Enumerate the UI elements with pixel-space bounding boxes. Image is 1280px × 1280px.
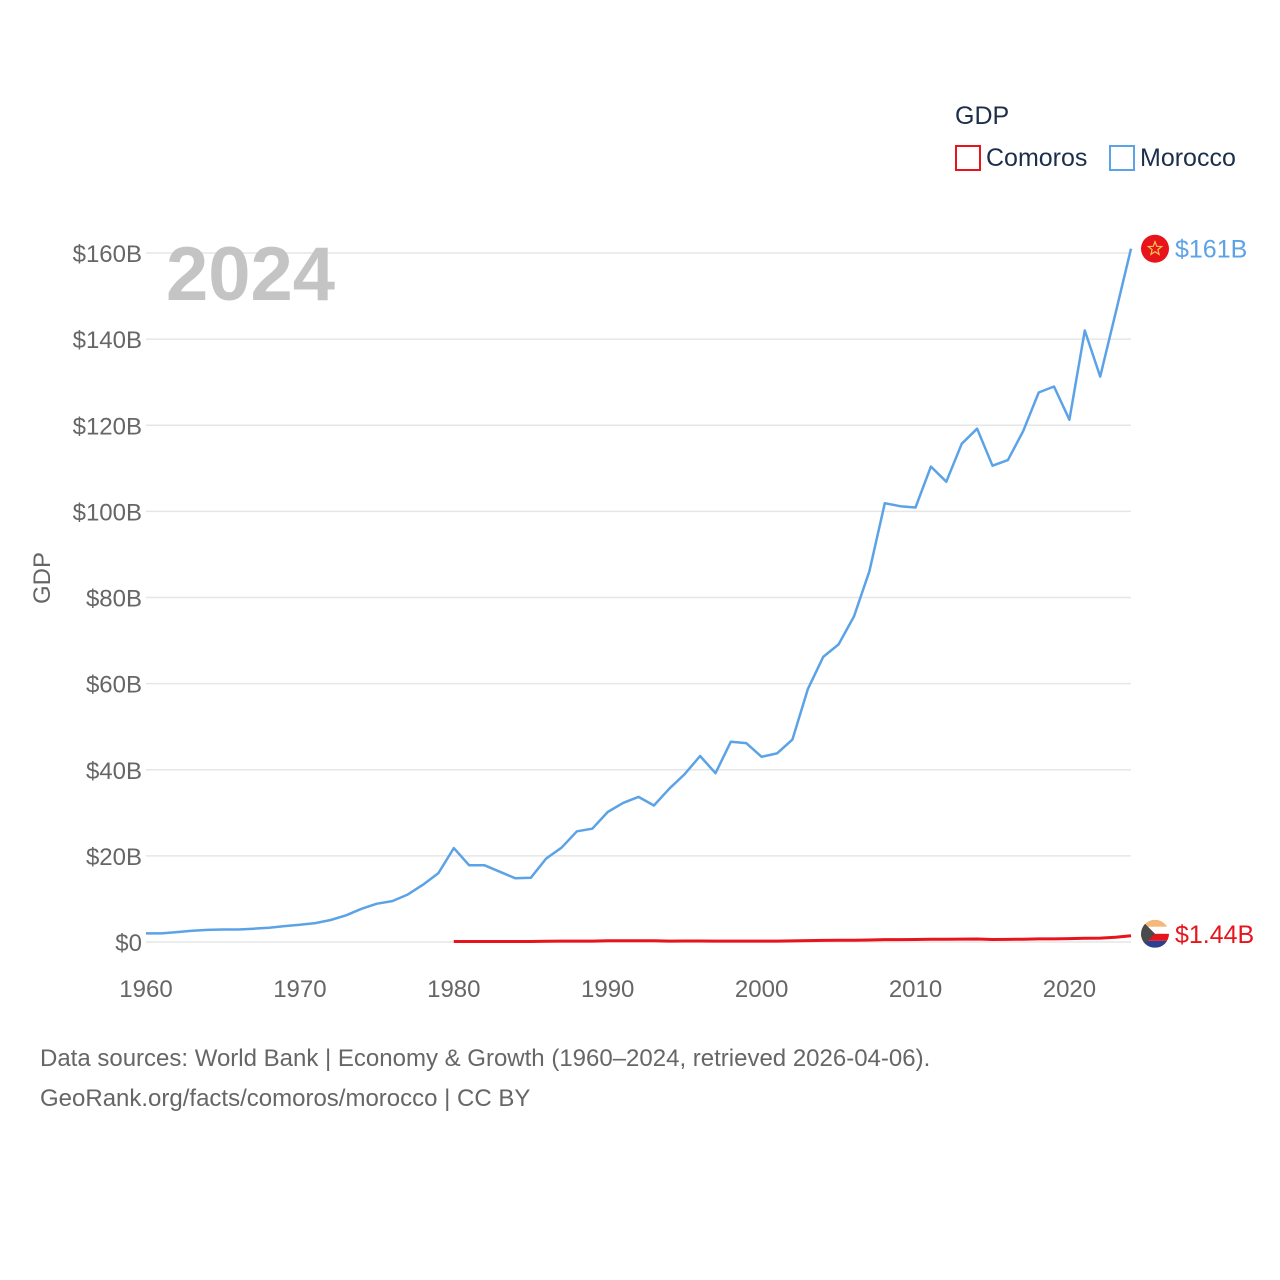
legend: GDP Comoros Morocco: [955, 102, 1236, 172]
y-tick-label: $80B: [86, 586, 142, 613]
x-tick-label: 2010: [889, 976, 942, 1003]
end-value-label-comoros: $1.44B: [1175, 921, 1254, 949]
y-axis-ticks: $0 $20B $40B $60B $80B $100B $120B $140B $160B: [73, 241, 142, 957]
y-tick-label: $160B: [73, 241, 142, 268]
y-tick-label: $40B: [86, 758, 142, 785]
footer-attribution: GeoRank.org/facts/comoros/morocco | CC B…: [40, 1085, 531, 1112]
legend-title: GDP: [955, 102, 1009, 130]
x-tick-label: 1970: [273, 976, 326, 1003]
series-line-morocco: [146, 248, 1133, 935]
y-tick-label: $20B: [86, 844, 142, 871]
y-tick-label: $0: [115, 930, 142, 957]
legend-swatch-comoros: [955, 145, 981, 171]
morocco-flag-icon: [1141, 234, 1169, 263]
current-year-label: 2024: [166, 232, 335, 317]
footer-sources: Data sources: World Bank | Economy & Gro…: [40, 1045, 931, 1072]
legend-item-comoros[interactable]: Comoros: [955, 144, 1087, 172]
x-axis-ticks: 1960 1970 1980 1990 2000 2010 2020: [119, 976, 1096, 1003]
y-axis-label: GDP: [29, 552, 56, 604]
legend-label-comoros: Comoros: [986, 144, 1087, 172]
x-tick-label: 2000: [735, 976, 788, 1003]
end-value-label-morocco: $161B: [1175, 236, 1247, 264]
comoros-flag-icon: [1141, 919, 1169, 948]
y-tick-label: $140B: [73, 327, 142, 354]
x-tick-label: 1960: [119, 976, 172, 1003]
legend-swatch-morocco: [1109, 145, 1135, 171]
x-tick-label: 1980: [427, 976, 480, 1003]
x-tick-label: 1990: [581, 976, 634, 1003]
series-line-comoros: [453, 934, 1132, 943]
y-tick-label: $100B: [73, 499, 142, 526]
legend-label-morocco: Morocco: [1140, 144, 1236, 172]
series-lines: [146, 248, 1133, 943]
x-tick-label: 2020: [1043, 976, 1096, 1003]
y-tick-label: $120B: [73, 413, 142, 440]
series-end-markers: $1.44B $161B: [1141, 234, 1254, 949]
y-gridlines: [146, 252, 1131, 943]
legend-item-morocco[interactable]: Morocco: [1109, 144, 1236, 172]
y-tick-label: $60B: [86, 672, 142, 699]
